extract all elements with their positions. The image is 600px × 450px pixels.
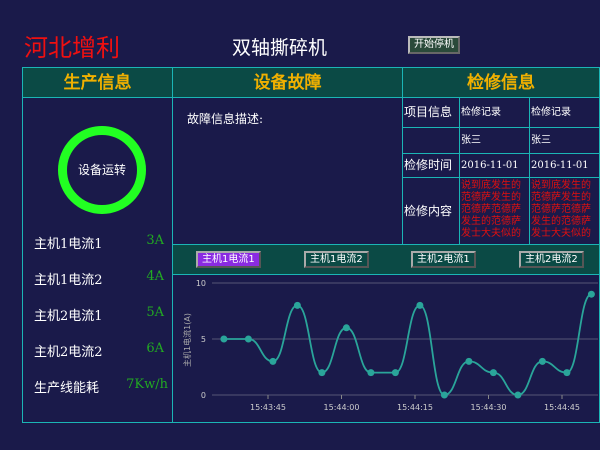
data-point bbox=[538, 357, 546, 365]
x-tick-label: 15:44:00 bbox=[324, 403, 360, 412]
data-point bbox=[587, 290, 595, 298]
x-tick-label: 15:44:15 bbox=[397, 403, 433, 412]
data-point bbox=[440, 391, 448, 399]
data-point bbox=[269, 357, 277, 365]
y-tick-label: 10 bbox=[196, 279, 206, 288]
fault-desc-label: 故障信息描述: bbox=[187, 112, 264, 126]
data-point bbox=[220, 335, 228, 343]
page-title: 双轴撕碎机 bbox=[232, 37, 328, 59]
data-point bbox=[342, 324, 350, 332]
chart-tab[interactable]: 主机1电流2 bbox=[304, 251, 369, 268]
production-row: 生产线能耗 7Kw/h bbox=[34, 377, 168, 396]
y-tick-label: 0 bbox=[201, 391, 206, 400]
status-indicator: 设备运转 bbox=[58, 126, 146, 214]
x-tick-label: 15:43:45 bbox=[250, 403, 286, 412]
brand-logo: 河北增利 bbox=[24, 34, 120, 62]
data-point bbox=[416, 301, 424, 309]
production-row: 主机2电流1 5A bbox=[34, 305, 164, 324]
data-point bbox=[514, 391, 522, 399]
data-point bbox=[318, 369, 326, 377]
production-row: 主机1电流1 3A bbox=[34, 233, 164, 252]
data-point bbox=[293, 301, 301, 309]
data-point bbox=[244, 335, 252, 343]
data-point bbox=[489, 369, 497, 377]
production-header: 生产信息 bbox=[22, 67, 173, 98]
row-value: 5A bbox=[146, 305, 164, 320]
x-tick-label: 15:44:30 bbox=[471, 403, 507, 412]
chart-tab[interactable]: 主机2电流1 bbox=[411, 251, 476, 268]
row-value: 7Kw/h bbox=[126, 377, 168, 392]
data-point bbox=[465, 357, 473, 365]
start-stop-button[interactable]: 开始停机 bbox=[408, 36, 460, 54]
row-value: 4A bbox=[146, 269, 164, 284]
chart-tab[interactable]: 主机2电流2 bbox=[519, 251, 584, 268]
row-label: 主机2电流1 bbox=[34, 309, 103, 324]
chart-tab[interactable]: 主机1电流1 bbox=[196, 251, 261, 268]
y-tick-label: 5 bbox=[201, 335, 206, 344]
series-line bbox=[223, 293, 592, 396]
production-row: 主机2电流2 6A bbox=[34, 341, 164, 360]
data-point bbox=[391, 369, 399, 377]
data-point bbox=[367, 369, 375, 377]
production-row: 主机1电流2 4A bbox=[34, 269, 164, 288]
maintenance-header: 检修信息 bbox=[402, 67, 600, 98]
row-label: 主机1电流1 bbox=[34, 237, 103, 252]
row-value: 3A bbox=[146, 233, 164, 248]
y-axis-label: 主机1电流1(A) bbox=[182, 313, 192, 367]
row-label: 主机2电流2 bbox=[34, 345, 103, 360]
row-label: 生产线能耗 bbox=[34, 381, 100, 396]
x-tick-label: 15:44:45 bbox=[544, 403, 580, 412]
row-label: 主机1电流2 bbox=[34, 273, 103, 288]
data-point bbox=[563, 369, 571, 377]
row-value: 6A bbox=[146, 341, 164, 356]
